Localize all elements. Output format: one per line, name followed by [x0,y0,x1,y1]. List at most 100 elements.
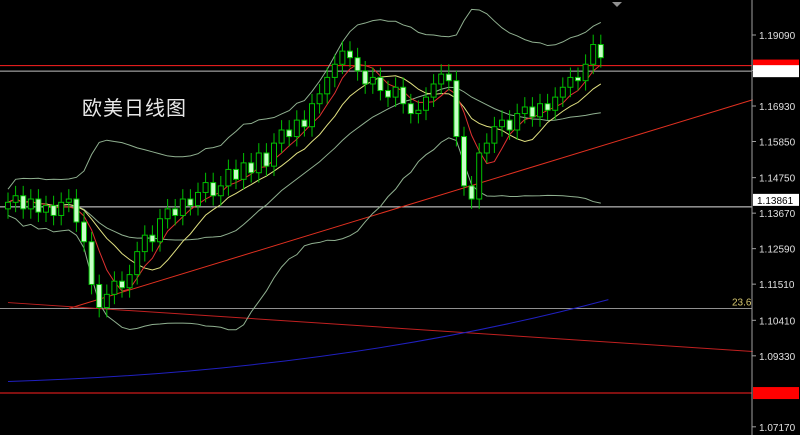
candle [73,198,80,223]
candle [96,283,103,308]
candle [263,152,270,167]
candle [468,185,475,200]
candle [385,90,391,98]
y-tick-label: 1.14750 [759,174,796,185]
candle [331,63,338,78]
candle [43,205,49,213]
candle [103,293,110,308]
candle [400,86,407,105]
candle [567,76,574,88]
candle [149,234,156,243]
candle [445,73,452,82]
candle [217,185,224,197]
trendline [7,299,609,382]
candle [476,152,483,200]
candle [126,274,133,289]
candle [157,218,163,243]
candle [20,195,27,210]
candle [119,280,125,289]
candle [552,96,559,111]
candle [278,129,285,144]
candle [597,44,604,59]
candle [187,198,194,207]
y-tick-label: 1.16930 [759,102,796,113]
y-tick-label: 1.13670 [759,209,796,220]
candle [5,201,11,210]
candle [210,182,217,197]
candle [58,201,65,216]
candle [255,152,262,174]
candle [164,208,171,220]
candle [499,119,505,128]
fibonacci-label: 23.6 [732,297,752,308]
candle [461,136,467,187]
y-tick-label: 1.15850 [759,137,796,148]
trendline [7,302,753,353]
y-tick-label: 1.12590 [759,245,796,256]
candle [438,73,445,85]
candle [286,129,293,138]
candle [483,142,490,154]
candle [369,76,376,85]
trendline [68,99,753,309]
candle [293,119,300,138]
candle [582,63,589,82]
candle [453,80,460,138]
y-tick-label: 1.11510 [759,280,795,291]
candle [27,198,34,210]
candle [537,103,543,118]
candle [202,182,209,193]
candle [430,83,437,98]
candle [590,44,597,65]
y-tick-label: 1.19090 [759,31,796,42]
candle [134,251,141,276]
candle [506,119,513,131]
candle [81,221,87,243]
candle [324,76,331,95]
candle [415,109,422,115]
candle [65,198,72,203]
candle [559,86,566,98]
price-label: 1.13861 [757,196,794,207]
candle [339,50,346,65]
candle [514,113,521,131]
price-label-box [753,65,799,78]
price-label-box [753,387,799,400]
chart-title: 欧美日线图 [82,96,187,120]
candle [392,86,399,98]
price-label-box [753,193,799,206]
candle [248,162,255,174]
candle [179,198,186,216]
candle [35,198,42,213]
y-tick-label: 1.10410 [759,316,796,327]
candle [362,70,369,85]
candle [172,208,179,216]
candle [544,103,551,111]
bollinger-upper [7,8,602,190]
chart-shift-marker-icon [612,2,622,7]
candle [521,106,528,115]
candle [354,57,361,72]
candle [423,96,429,111]
candle [301,119,308,128]
candle [491,126,498,144]
candle [88,241,95,285]
candle [271,142,277,167]
y-tick-label: 1.07170 [759,423,796,434]
candle [575,76,581,82]
candle [316,93,323,105]
candle [12,195,19,203]
candle [309,103,315,128]
candle [407,103,414,115]
candle [50,205,57,216]
candle [111,280,118,295]
y-tick-label: 1.09330 [759,352,796,363]
candle [141,234,148,253]
candle [240,162,247,180]
candle [377,76,384,92]
candle [529,106,536,118]
candle [225,168,232,187]
candle [233,168,239,180]
